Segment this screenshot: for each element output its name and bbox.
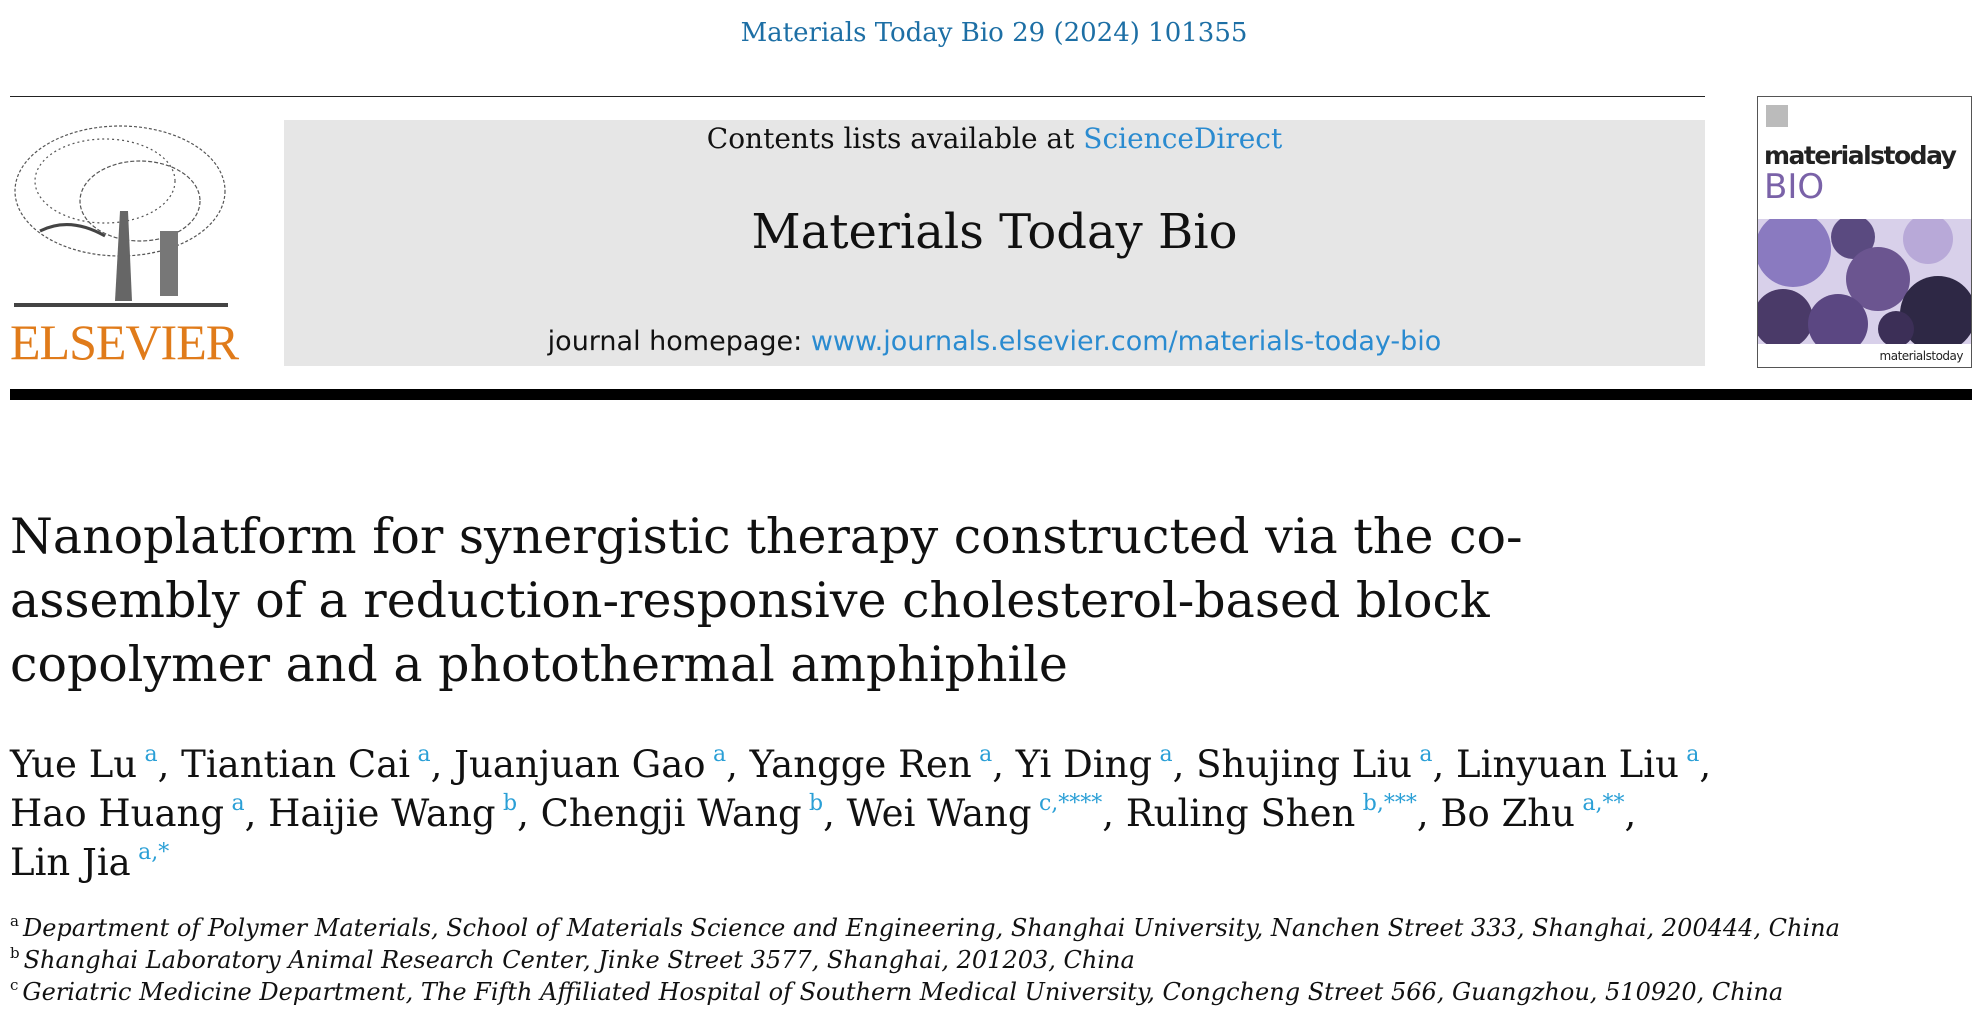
author-affiliation-marker[interactable]: a [979, 742, 993, 767]
author-name[interactable]: Tiantian Cai [181, 743, 411, 786]
cover-subtitle: BIO [1764, 167, 1825, 207]
homepage-link[interactable]: www.journals.elsevier.com/materials-toda… [810, 326, 1442, 357]
affiliation: c Geriatric Medicine Department, The Fift… [10, 976, 1910, 1008]
author-separator: , [992, 743, 1016, 786]
tree-icon [14, 125, 228, 307]
elsevier-wordmark: ELSEVIER [10, 314, 239, 370]
author-affiliation-marker[interactable]: c,**** [1038, 791, 1103, 816]
author-affiliation-marker[interactable]: a [1686, 742, 1700, 767]
author-name[interactable]: Shujing Liu [1196, 743, 1412, 786]
affiliation-key: c [10, 976, 19, 994]
author-separator: , [1102, 792, 1126, 835]
author-list: Yue Lu a, Tiantian Cai a, Juanjuan Gao a… [10, 740, 1730, 887]
author-affiliation-marker[interactable]: a [417, 742, 431, 767]
elsevier-logo[interactable]: ELSEVIER [10, 121, 239, 367]
contents-line: Contents lists available at ScienceDirec… [284, 122, 1705, 155]
author-affiliation-marker[interactable]: b [809, 791, 824, 816]
affiliation-text: Geriatric Medicine Department, The Fifth… [22, 978, 1784, 1006]
affiliation-key: b [10, 944, 20, 962]
author-name[interactable]: Juanjuan Gao [454, 743, 706, 786]
author-name[interactable]: Bo Zhu [1440, 792, 1575, 835]
journal-cover-image[interactable]: materialstoday BIO materialstoday [1757, 96, 1972, 368]
author-separator: , [1699, 743, 1712, 786]
author-name[interactable]: Linyuan Liu [1456, 743, 1679, 786]
cover-artwork [1758, 219, 1971, 344]
author-separator: , [823, 792, 847, 835]
author-separator: , [1432, 743, 1457, 786]
sciencedirect-link[interactable]: ScienceDirect [1083, 122, 1283, 155]
affiliation-list: a Department of Polymer Materials, School… [10, 912, 1910, 1008]
author-name[interactable]: Hao Huang [10, 792, 225, 835]
author-name[interactable]: Haijie Wang [268, 792, 496, 835]
author-separator: , [726, 743, 750, 786]
author-separator: , [1172, 743, 1197, 786]
author-name[interactable]: Yangge Ren [749, 743, 972, 786]
author-name[interactable]: Chengji Wang [540, 792, 802, 835]
author-name[interactable]: Lin Jia [10, 841, 131, 884]
author-affiliation-marker[interactable]: a [231, 791, 245, 816]
author-affiliation-marker[interactable]: a [712, 742, 727, 767]
cover-footer: materialstoday [1879, 349, 1964, 363]
affiliation: b Shanghai Laboratory Animal Research Cen… [10, 944, 1910, 976]
author-affiliation-marker[interactable]: a [1159, 742, 1173, 767]
author-separator: , [430, 743, 455, 786]
divider [10, 96, 1705, 97]
header-divider-bar [10, 389, 1972, 400]
author-name[interactable]: Yi Ding [1015, 743, 1153, 786]
affiliation-text: Shanghai Laboratory Animal Research Cent… [23, 946, 1135, 974]
author-separator: , [1416, 792, 1441, 835]
article-title: Nanoplatform for synergistic therapy con… [10, 508, 1523, 693]
elsevier-mini-logo-icon [1766, 105, 1788, 127]
journal-title: Materials Today Bio [751, 204, 1238, 260]
author-affiliation-marker[interactable]: a [144, 742, 158, 767]
author-affiliation-marker[interactable]: a [1419, 742, 1433, 767]
author-affiliation-marker[interactable]: a,** [1582, 791, 1625, 816]
journal-banner: Contents lists available at ScienceDirec… [284, 120, 1705, 366]
affiliation: a Department of Polymer Materials, School… [10, 912, 1910, 944]
journal-reference[interactable]: Materials Today Bio 29 (2024) 101355 [740, 18, 1248, 48]
homepage-line: journal homepage: www.journals.elsevier.… [284, 326, 1705, 357]
cover-title: materialstoday [1764, 141, 1957, 170]
author-separator: , [517, 792, 541, 835]
homepage-prefix: journal homepage: [547, 326, 811, 357]
affiliation-key: a [10, 912, 19, 930]
author-name[interactable]: Wei Wang [846, 792, 1032, 835]
author-affiliation-marker[interactable]: a,* [138, 840, 170, 865]
author-affiliation-marker[interactable]: b [503, 791, 518, 816]
author-name[interactable]: Yue Lu [10, 743, 138, 786]
affiliation-text: Department of Polymer Materials, School … [22, 914, 1840, 942]
contents-prefix: Contents lists available at [706, 122, 1084, 155]
author-separator: , [1624, 792, 1637, 835]
author-affiliation-marker[interactable]: b,*** [1362, 791, 1417, 816]
author-separator: , [157, 743, 182, 786]
author-name[interactable]: Ruling Shen [1125, 792, 1356, 835]
author-separator: , [244, 792, 269, 835]
